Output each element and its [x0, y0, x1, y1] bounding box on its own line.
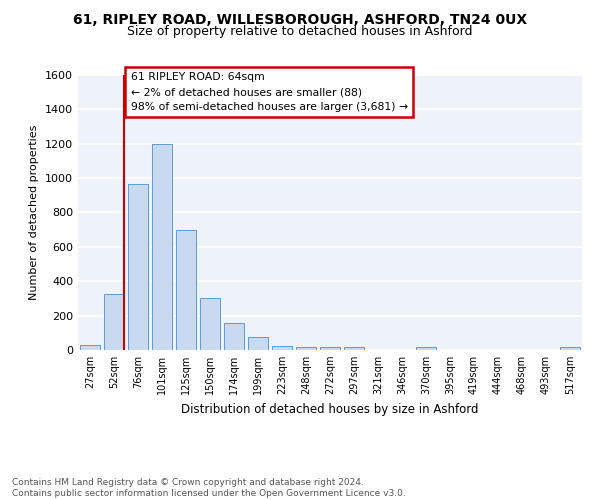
Bar — [344, 348, 364, 350]
Bar — [248, 336, 268, 350]
Bar — [272, 346, 292, 350]
Bar — [416, 347, 436, 350]
Text: Contains HM Land Registry data © Crown copyright and database right 2024.
Contai: Contains HM Land Registry data © Crown c… — [12, 478, 406, 498]
Bar — [296, 348, 316, 350]
X-axis label: Distribution of detached houses by size in Ashford: Distribution of detached houses by size … — [181, 402, 479, 415]
Bar — [224, 324, 244, 350]
Text: Size of property relative to detached houses in Ashford: Size of property relative to detached ho… — [127, 25, 473, 38]
Bar — [200, 298, 220, 350]
Bar — [320, 348, 340, 350]
Bar — [176, 230, 196, 350]
Bar — [128, 184, 148, 350]
Y-axis label: Number of detached properties: Number of detached properties — [29, 125, 40, 300]
Text: 61 RIPLEY ROAD: 64sqm
← 2% of detached houses are smaller (88)
98% of semi-detac: 61 RIPLEY ROAD: 64sqm ← 2% of detached h… — [131, 72, 408, 112]
Bar — [80, 345, 100, 350]
Text: 61, RIPLEY ROAD, WILLESBOROUGH, ASHFORD, TN24 0UX: 61, RIPLEY ROAD, WILLESBOROUGH, ASHFORD,… — [73, 12, 527, 26]
Bar — [560, 347, 580, 350]
Bar — [152, 144, 172, 350]
Bar — [104, 294, 124, 350]
